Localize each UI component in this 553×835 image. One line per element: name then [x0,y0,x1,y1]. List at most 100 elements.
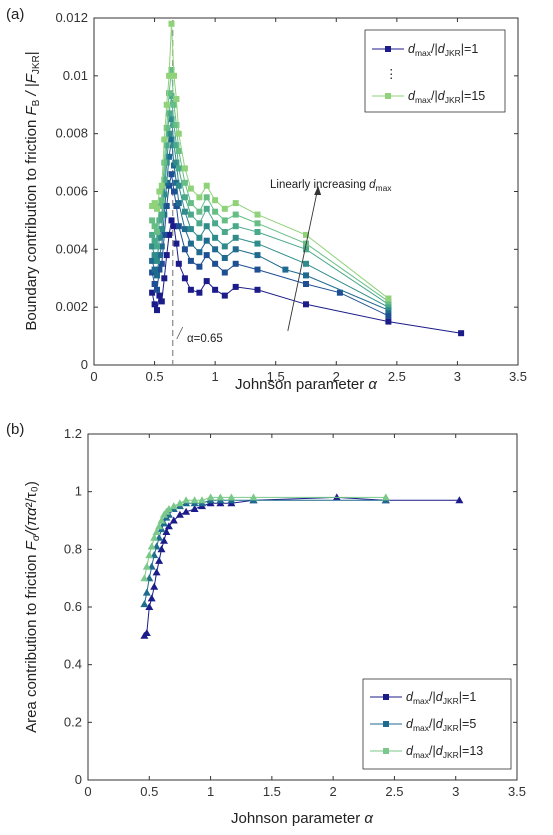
data-point [168,136,175,143]
series-7 [149,20,392,302]
data-point [254,286,261,293]
data-point [455,496,464,504]
data-point [149,289,156,296]
data-point [166,90,173,97]
data-point [221,229,228,235]
data-point [175,200,182,207]
data-point [163,101,170,108]
y-tick-label: 0.008 [55,126,88,141]
panel-a-y-ticks: 0 0.002 0.004 0.006 0.008 0.01 0.012 [55,10,518,372]
data-point [147,594,156,602]
legend-marker-b3 [383,748,389,754]
legend-marker-2 [385,93,391,99]
y-tick-label: 0.8 [64,541,82,556]
data-point [145,603,154,610]
data-point [149,257,156,264]
data-point [203,194,210,201]
data-point [175,165,182,172]
x-tick-label: 0 [90,369,97,384]
data-point [203,237,210,244]
series-3 [140,493,390,582]
series-2 [140,496,390,608]
data-point [154,243,160,250]
data-point [142,588,151,596]
data-point [161,136,168,143]
series-line [151,23,389,299]
data-point [182,507,191,515]
y-tick-label: 0.2 [64,714,82,729]
data-point [175,223,182,230]
y-tick-label: 0 [81,357,88,372]
panel-a-x-label: Johnson parameter α [235,376,377,393]
data-point [212,208,219,215]
data-point [187,226,194,233]
data-point [303,301,309,308]
data-point [385,312,392,319]
data-point [221,292,228,299]
data-point [158,243,165,250]
data-point [158,197,165,204]
data-point [171,223,177,230]
data-point [187,240,194,247]
panel-a-y-label: Boundary contribution to friction FB / |… [23,51,42,330]
data-point [173,240,180,247]
data-point [162,528,171,535]
legend-marker-1 [385,46,391,52]
data-point [196,234,203,241]
data-point [156,266,163,273]
data-point [221,255,228,261]
series-line [144,496,460,637]
x-tick-label: 2 [333,369,340,384]
data-point [198,496,206,504]
data-point [163,124,170,131]
data-point [232,234,239,241]
data-point [181,246,188,253]
data-point [150,533,159,541]
data-point [149,217,156,224]
x-tick-label: 1 [212,369,219,384]
y-tick-label: 0.002 [55,299,88,314]
data-point [190,505,199,512]
data-point [175,148,182,154]
panel-b: (b) 0 0.2 0.4 0.6 0.8 1 1.2 0 0.5 1 1.5 2 2.5 3 3.5 d… [6,421,526,827]
legend-marker-b2 [383,721,389,727]
data-point [161,231,168,238]
data-point [151,252,158,259]
data-point [163,142,170,149]
data-point [196,220,203,227]
series-1 [149,217,465,337]
data-point [171,101,177,108]
data-point [150,582,159,590]
data-point [156,234,163,241]
alpha-065-label: α=0.65 [187,333,223,345]
data-point [151,223,158,230]
legend-label-2: dmax/|dJKR|=15 [408,89,485,105]
data-point [303,260,309,267]
data-point [336,289,343,296]
data-point [212,246,219,253]
data-point [196,249,203,256]
data-point [458,330,465,337]
data-point [303,281,309,287]
data-point [385,295,392,302]
x-tick-label: 3.5 [509,369,527,384]
data-point [161,159,168,166]
x-tick-label: 0.5 [146,369,164,384]
data-point [169,502,178,510]
data-point [232,200,239,207]
data-point [385,318,392,325]
data-point [168,171,175,178]
data-point [187,286,194,293]
x-tick-label: 2.5 [388,369,406,384]
data-point [168,217,175,224]
data-point [196,289,203,296]
data-point [151,266,158,273]
y-tick-label: 0.4 [64,657,82,672]
data-point [187,257,194,264]
x-tick-label: 1 [207,784,214,799]
data-point [206,493,215,501]
data-point [154,229,160,235]
y-tick-label: 1.2 [64,426,82,441]
data-point [254,211,261,218]
